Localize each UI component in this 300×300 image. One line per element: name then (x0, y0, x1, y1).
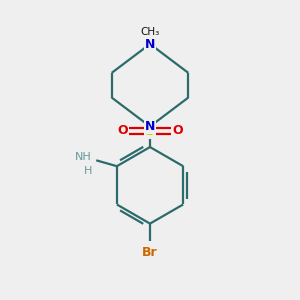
Text: NH: NH (75, 152, 92, 162)
Text: N: N (145, 38, 155, 50)
Text: N: N (145, 120, 155, 133)
Text: CH₃: CH₃ (140, 27, 160, 37)
Text: S: S (145, 124, 155, 138)
Text: O: O (117, 124, 128, 137)
Text: O: O (172, 124, 183, 137)
Text: Br: Br (142, 246, 158, 259)
Text: H: H (83, 166, 92, 176)
